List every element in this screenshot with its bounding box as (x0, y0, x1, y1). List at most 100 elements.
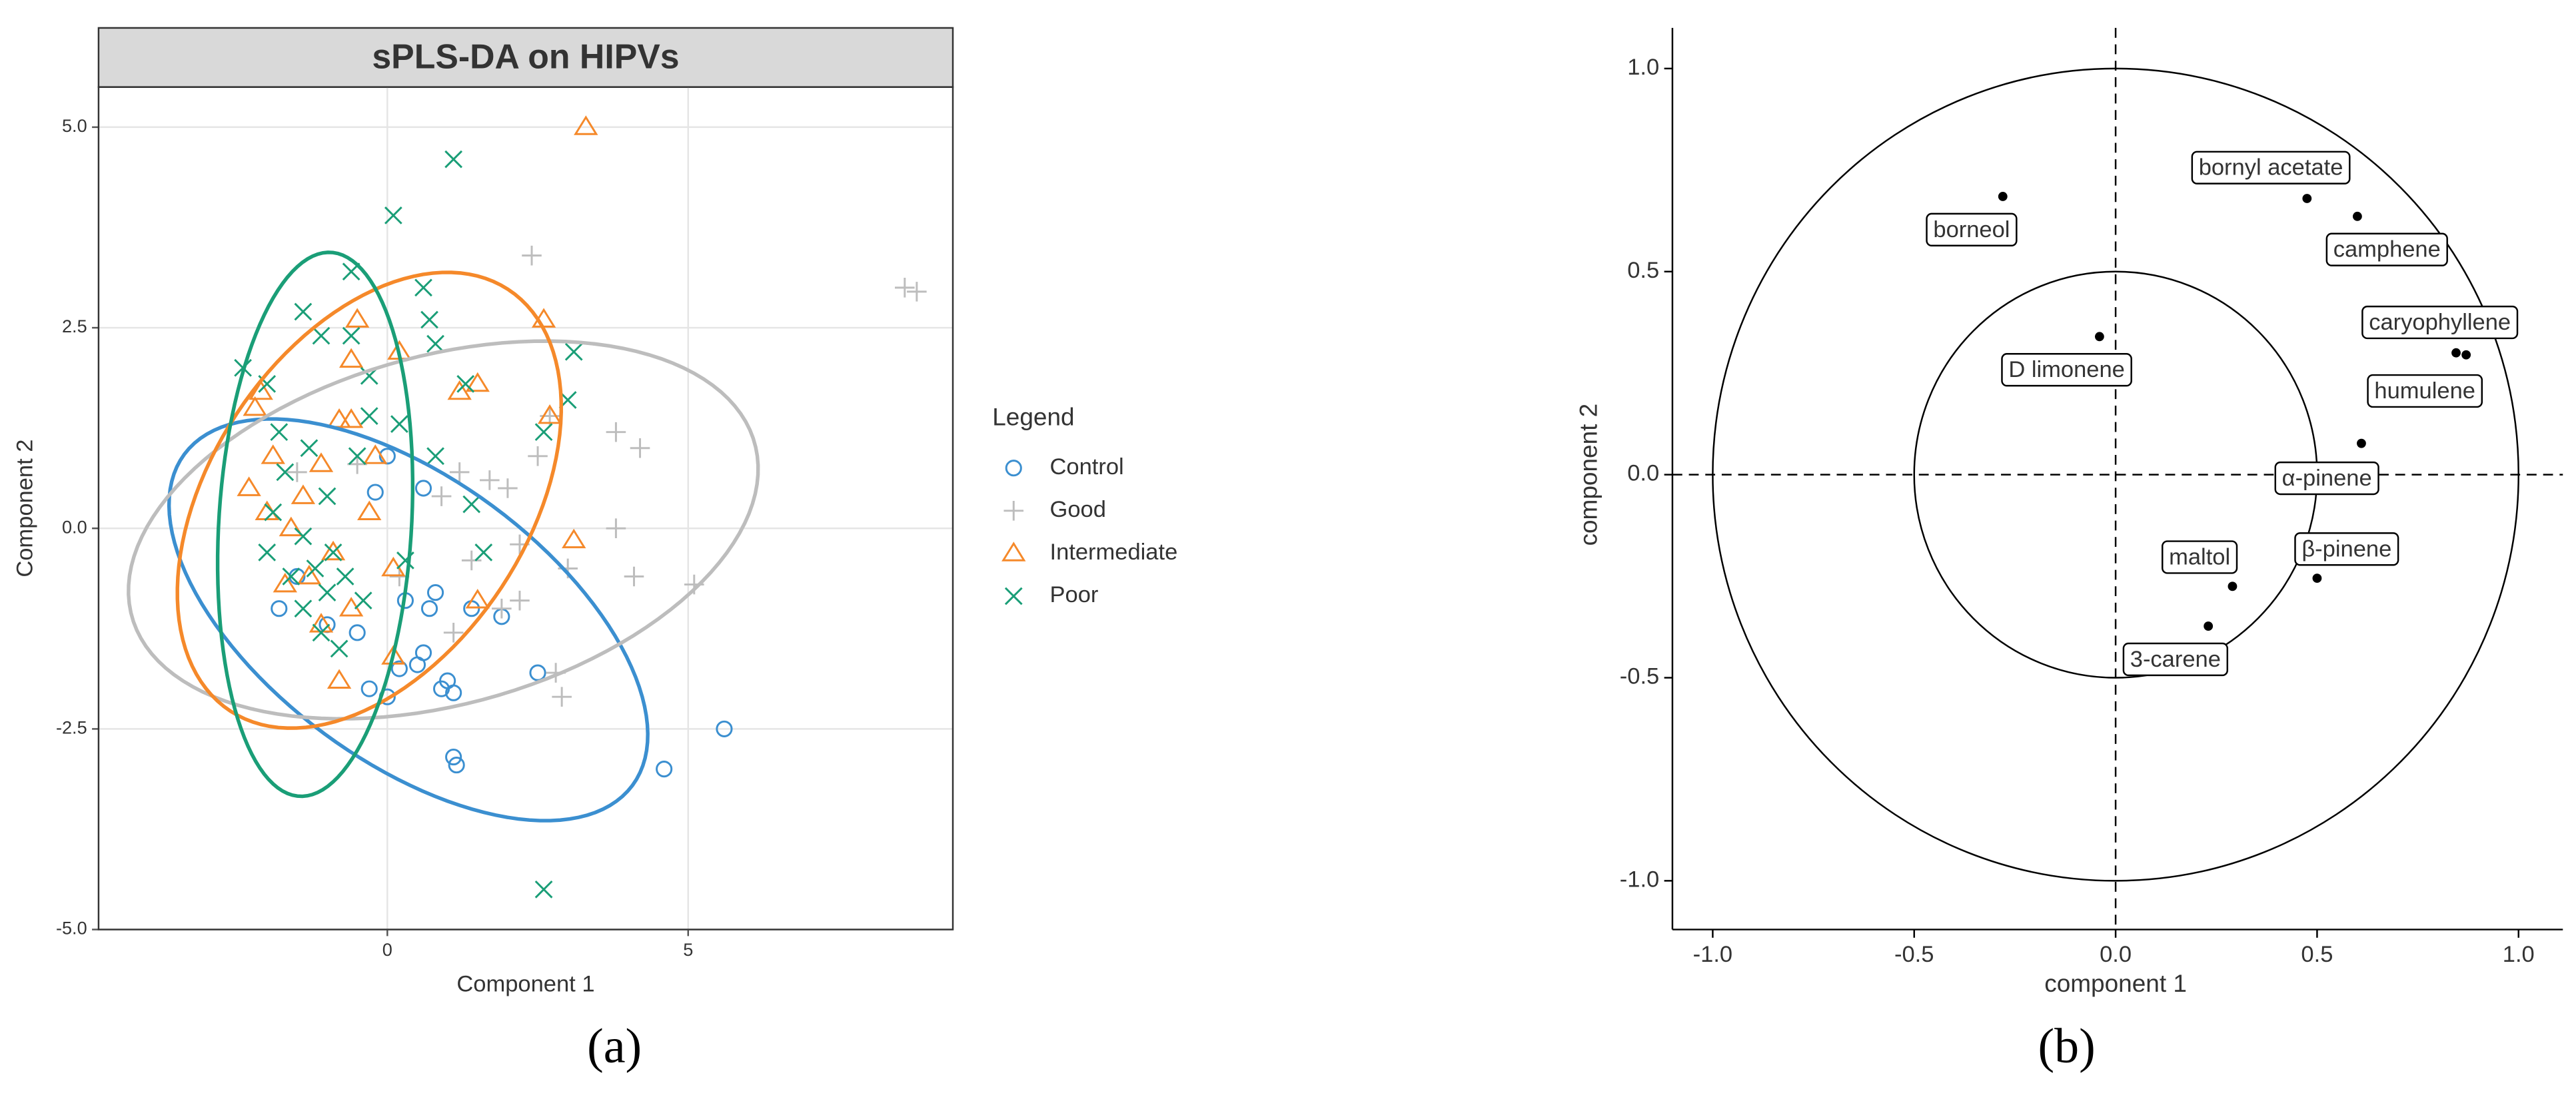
point (522, 245, 542, 266)
point (2461, 350, 2471, 360)
legend-label: Poor (1049, 582, 1098, 607)
label-box (2325, 232, 2448, 266)
point (321, 540, 346, 561)
point-label: humulene (2374, 378, 2475, 404)
point (354, 591, 372, 610)
point (492, 598, 512, 619)
point (624, 566, 644, 587)
point (348, 624, 366, 641)
point (907, 282, 927, 302)
point (2094, 332, 2104, 342)
point (318, 583, 336, 601)
point (360, 680, 378, 697)
point (630, 438, 650, 458)
point (318, 487, 336, 506)
confidence-ellipse (127, 339, 760, 721)
point (564, 342, 583, 361)
point (279, 516, 304, 537)
point (309, 452, 334, 472)
point (258, 543, 277, 561)
x-axis-title: component 1 (2044, 970, 2187, 997)
point (426, 447, 444, 466)
point (456, 375, 475, 393)
point (312, 623, 330, 642)
point-label: borneol (1933, 217, 2010, 242)
point (444, 150, 463, 169)
point-label: α-pinene (2282, 466, 2372, 491)
legend-key (1001, 542, 1026, 561)
point (357, 500, 382, 520)
panel-label: (b) (2038, 1018, 2096, 1073)
point-label: bornyl acetate (2199, 155, 2343, 181)
point (426, 584, 444, 601)
x-tick-label: 0 (382, 939, 392, 960)
point-label: camphene (2333, 237, 2441, 262)
point (294, 527, 313, 546)
point (445, 748, 462, 766)
point-label: D limonene (2008, 357, 2125, 382)
legend-title: Legend (992, 404, 1074, 431)
legend-label: Control (1049, 454, 1123, 480)
y-tick-label: 0.0 (1627, 461, 1659, 486)
chart-title: sPLS-DA on HIPVs (372, 37, 679, 75)
point (330, 639, 348, 658)
point (294, 302, 313, 321)
point (2451, 348, 2461, 358)
label-box (2162, 540, 2238, 574)
point (300, 439, 319, 458)
panel-label: (a) (587, 1018, 642, 1073)
point (562, 528, 586, 549)
title-strip (97, 27, 954, 88)
point (552, 687, 572, 707)
point (431, 486, 452, 506)
y-tick-label: -2.5 (56, 717, 87, 738)
point (270, 423, 289, 442)
label-box (2191, 151, 2351, 184)
point (381, 645, 406, 665)
point (264, 503, 283, 522)
y-tick-label: 2.5 (62, 316, 87, 336)
point (378, 448, 396, 465)
point (294, 599, 313, 618)
point (297, 564, 322, 585)
label-box (1926, 212, 2018, 247)
y-tick-label: -1.0 (1620, 867, 1659, 892)
y-axis-title: Component 2 (13, 440, 38, 577)
point (326, 669, 352, 689)
point (426, 334, 444, 353)
plot-background (98, 87, 954, 930)
point (336, 567, 354, 585)
legend-key (1005, 460, 1022, 477)
point (510, 590, 530, 611)
x-tick-label: -0.5 (1894, 942, 1934, 967)
point (2228, 581, 2238, 591)
y-tick-label: 0.0 (62, 516, 87, 537)
y-axis-title: component 2 (1575, 404, 1602, 546)
point (261, 444, 285, 464)
point (606, 422, 626, 442)
point (574, 115, 598, 135)
point (408, 656, 426, 673)
point (2352, 211, 2362, 221)
point (237, 476, 261, 496)
label-box (2122, 642, 2229, 677)
point (291, 484, 316, 504)
point (449, 462, 470, 482)
point (534, 423, 553, 442)
point (282, 567, 301, 585)
point (390, 660, 408, 677)
point (276, 463, 295, 482)
point (462, 495, 481, 514)
point (344, 308, 370, 328)
point (348, 447, 366, 466)
y-tick-label: 1.0 (1627, 55, 1659, 80)
confidence-ellipse (175, 270, 563, 730)
point (606, 518, 626, 539)
label-box (2361, 305, 2519, 340)
point (249, 380, 273, 400)
point (480, 470, 500, 490)
y-tick-label: 0.5 (1627, 258, 1659, 283)
point (342, 326, 360, 345)
x-axis-title: Component 1 (456, 971, 594, 996)
label-box (2274, 461, 2379, 496)
